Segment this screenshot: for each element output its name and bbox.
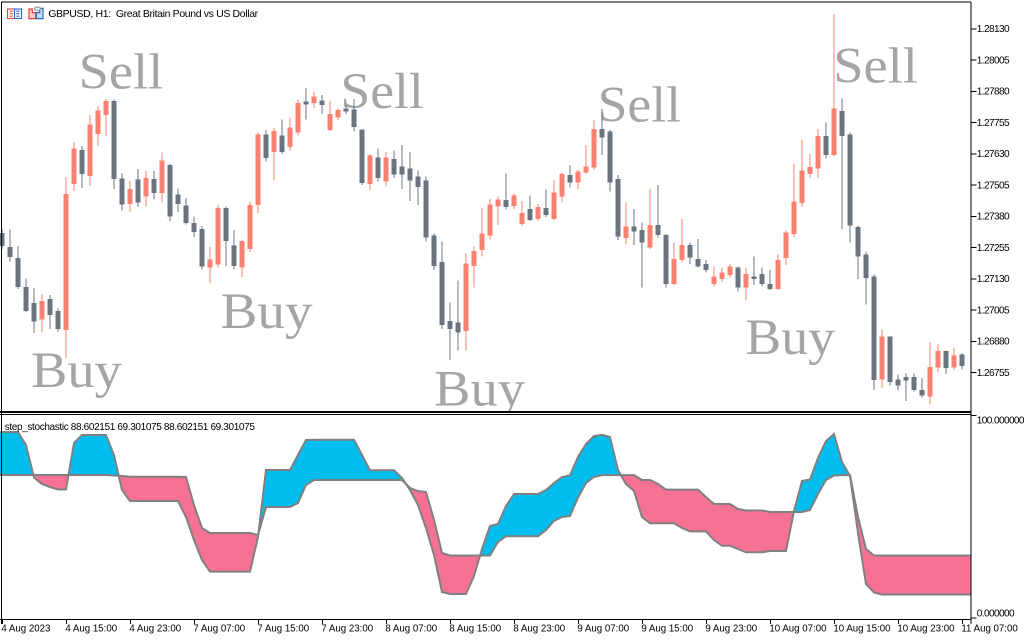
svg-text:1.27755: 1.27755 bbox=[977, 118, 1010, 129]
svg-text:4 Aug 23:00: 4 Aug 23:00 bbox=[129, 623, 181, 634]
svg-text:100.000000: 100.000000 bbox=[977, 415, 1024, 426]
svg-text:1.27255: 1.27255 bbox=[977, 243, 1010, 254]
svg-text:Buy: Buy bbox=[221, 284, 313, 340]
svg-text:1.26755: 1.26755 bbox=[977, 368, 1010, 379]
svg-text:1.28130: 1.28130 bbox=[977, 24, 1010, 35]
svg-text:Buy: Buy bbox=[745, 310, 835, 366]
svg-text:11 Aug 07:00: 11 Aug 07:00 bbox=[961, 623, 1018, 634]
svg-text:8 Aug 07:00: 8 Aug 07:00 bbox=[385, 623, 437, 634]
svg-text:4 Aug 15:00: 4 Aug 15:00 bbox=[65, 623, 117, 634]
svg-text:1.27380: 1.27380 bbox=[977, 212, 1010, 223]
svg-text:1.27505: 1.27505 bbox=[977, 180, 1010, 191]
svg-text:10 Aug 23:00: 10 Aug 23:00 bbox=[897, 623, 955, 634]
svg-text:10 Aug 07:00: 10 Aug 07:00 bbox=[769, 623, 827, 634]
svg-text:1.27130: 1.27130 bbox=[977, 274, 1010, 285]
svg-text:Sell: Sell bbox=[833, 38, 918, 94]
svg-text:9 Aug 15:00: 9 Aug 15:00 bbox=[641, 623, 693, 634]
svg-text:8 Aug 15:00: 8 Aug 15:00 bbox=[449, 623, 501, 634]
svg-text:1.27880: 1.27880 bbox=[977, 87, 1010, 98]
svg-text:8 Aug 23:00: 8 Aug 23:00 bbox=[513, 623, 565, 634]
svg-text:Buy: Buy bbox=[31, 343, 122, 399]
svg-text:9 Aug 07:00: 9 Aug 07:00 bbox=[577, 623, 629, 634]
svg-text:GBPUSD, H1: Great Britain Pou: GBPUSD, H1: Great Britain Pound vs US Do… bbox=[48, 8, 258, 20]
svg-text:7 Aug 07:00: 7 Aug 07:00 bbox=[193, 623, 245, 634]
svg-text:7 Aug 23:00: 7 Aug 23:00 bbox=[321, 623, 373, 634]
svg-text:step_stochastic 88.602151 69.3: step_stochastic 88.602151 69.301075 88.6… bbox=[5, 422, 256, 433]
svg-text:1.26880: 1.26880 bbox=[977, 337, 1010, 348]
svg-text:1.27005: 1.27005 bbox=[977, 305, 1010, 316]
svg-text:4 Aug 2023: 4 Aug 2023 bbox=[1, 623, 50, 634]
svg-text:7 Aug 15:00: 7 Aug 15:00 bbox=[257, 623, 309, 634]
svg-text:Sell: Sell bbox=[79, 44, 164, 100]
svg-text:10 Aug 15:00: 10 Aug 15:00 bbox=[833, 623, 891, 634]
svg-text:Sell: Sell bbox=[598, 78, 681, 134]
svg-text:1.27630: 1.27630 bbox=[977, 149, 1010, 160]
svg-text:1.28005: 1.28005 bbox=[977, 55, 1010, 66]
svg-text:9 Aug 23:00: 9 Aug 23:00 bbox=[705, 623, 757, 634]
svg-text:0.000000: 0.000000 bbox=[977, 608, 1015, 619]
svg-text:Buy: Buy bbox=[434, 361, 525, 417]
